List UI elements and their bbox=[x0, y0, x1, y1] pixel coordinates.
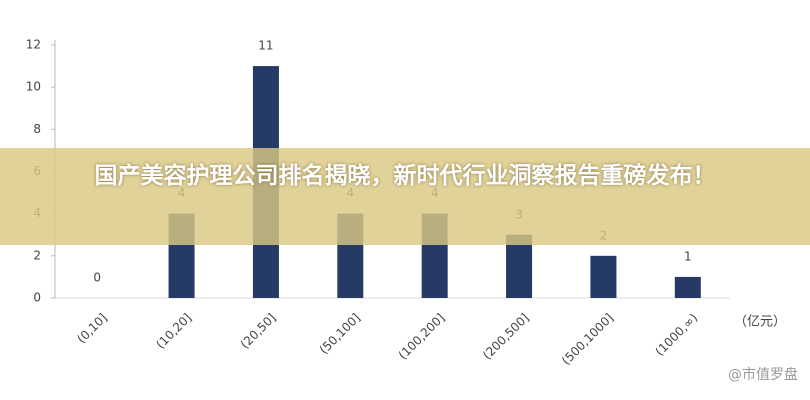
y-tick-label: 12 bbox=[26, 38, 41, 52]
bar bbox=[590, 255, 617, 298]
bar bbox=[674, 276, 701, 298]
x-tick-label: (1000,∞) bbox=[653, 311, 701, 359]
data-label: 1 bbox=[684, 249, 692, 263]
x-tick-label: (50,100] bbox=[317, 311, 363, 357]
bar bbox=[506, 234, 533, 298]
x-tick-label: (500,1000] bbox=[559, 311, 616, 368]
data-label: 0 bbox=[93, 271, 101, 285]
x-tick-label: (100,200] bbox=[396, 311, 448, 363]
unit-label: （亿元） bbox=[734, 315, 786, 330]
y-tick-label: 2 bbox=[33, 248, 41, 262]
x-tick-label: (200,500] bbox=[480, 311, 532, 363]
banner bbox=[0, 148, 810, 245]
y-tick-label: 10 bbox=[26, 80, 41, 94]
x-tick-label: (10,20] bbox=[153, 311, 194, 352]
chart-title: 国产美容护理公司排名揭晓，新时代行业洞察报告重磅发布！ bbox=[94, 163, 716, 189]
data-label: 11 bbox=[258, 39, 273, 53]
y-tick-label: 8 bbox=[33, 122, 41, 136]
watermark: @市值罗盘 bbox=[728, 367, 798, 383]
x-tick-label: (0,10] bbox=[74, 311, 109, 346]
x-tick-label: (20,50] bbox=[238, 311, 279, 352]
y-tick-label: 0 bbox=[33, 291, 41, 305]
